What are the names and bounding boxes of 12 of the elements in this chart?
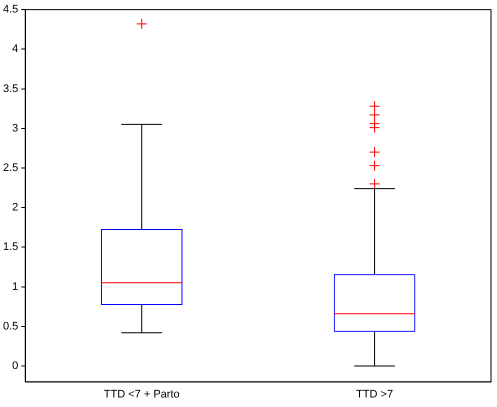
y-tick-label: 3.5 [2,82,18,95]
y-tick-label: 1 [12,280,18,293]
x-tick-label: TTD <7 + Parto [104,388,180,400]
y-tick-label: 0 [12,360,18,372]
y-tick-label: 3 [12,122,18,134]
y-tick-label: 0.5 [2,320,18,332]
y-tick-label: 1.5 [2,241,18,254]
y-tick-label: 4.5 [2,4,18,16]
x-tick-label: TTD >7 [356,388,394,400]
y-tick-label: 2 [12,202,18,214]
y-tick-label: 4 [12,43,18,56]
y-tick-label: 2.5 [2,162,18,174]
